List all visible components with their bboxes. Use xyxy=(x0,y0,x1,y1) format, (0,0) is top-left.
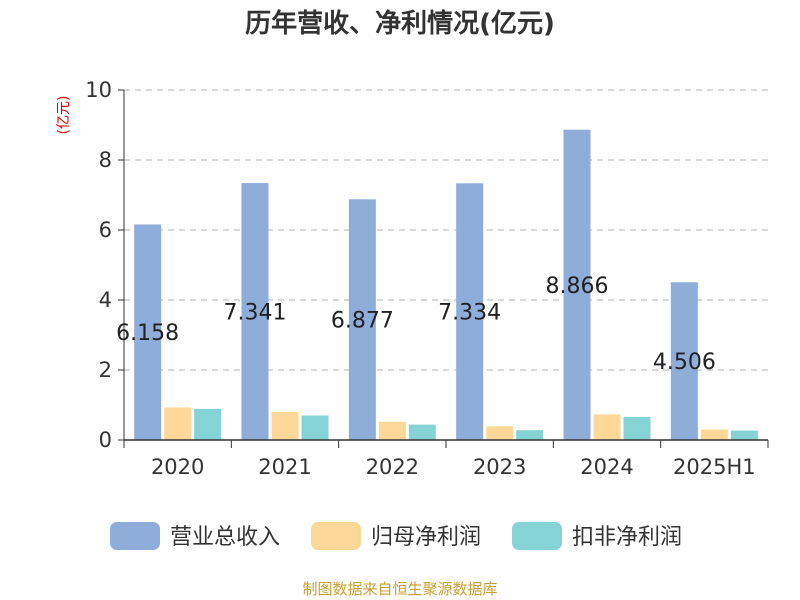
x-tick-label: 2022 xyxy=(366,455,419,479)
y-tick-label: 10 xyxy=(85,78,112,102)
bar-1 xyxy=(134,224,162,440)
bar-2 xyxy=(486,426,514,440)
bar-2 xyxy=(593,414,621,440)
data-label: 7.341 xyxy=(224,301,287,326)
bar-3 xyxy=(194,408,222,440)
grid-lines xyxy=(118,89,768,441)
bar-3 xyxy=(730,430,758,440)
x-tick-label: 2020 xyxy=(151,455,204,479)
bar-1 xyxy=(241,183,269,440)
data-label: 6.158 xyxy=(116,321,179,346)
bar-1 xyxy=(670,282,698,440)
bar-2 xyxy=(700,429,728,440)
data-label: 6.877 xyxy=(331,309,394,334)
bar-3 xyxy=(408,424,436,440)
bar-1 xyxy=(456,183,484,440)
y-tick-label: 6 xyxy=(99,218,112,242)
legend-swatch xyxy=(311,522,361,550)
bar-2 xyxy=(378,421,406,440)
y-tick-labels: 0 2 4 6 8 10 xyxy=(85,78,112,452)
legend-swatch xyxy=(110,522,160,550)
bar-2 xyxy=(164,407,192,440)
y-tick-label: 8 xyxy=(99,148,112,172)
x-tick-label: 2021 xyxy=(258,455,311,479)
bar-1 xyxy=(563,129,591,440)
y-axis-label: (亿元) xyxy=(56,96,72,135)
bar-3 xyxy=(301,415,329,440)
bars xyxy=(134,129,758,440)
x-tick-labels: 2020 2021 2022 2023 2024 2025H1 xyxy=(151,455,756,479)
legend-label: 营业总收入 xyxy=(170,525,280,550)
y-tick-label: 0 xyxy=(99,428,112,452)
data-label: 4.506 xyxy=(653,350,716,375)
bar-1 xyxy=(348,199,376,440)
bar-2 xyxy=(271,412,299,440)
bar-3 xyxy=(516,430,544,440)
legend-label: 归母净利润 xyxy=(371,525,481,550)
legend-swatch xyxy=(512,522,562,550)
data-label: 7.334 xyxy=(438,301,501,326)
source-note: 制图数据来自恒生聚源数据库 xyxy=(302,580,497,598)
x-tick-label: 2024 xyxy=(580,455,633,479)
data-label: 8.866 xyxy=(546,274,609,299)
legend: 营业总收入 归母净利润 扣非净利润 xyxy=(110,522,682,550)
y-tick-label: 2 xyxy=(99,358,112,382)
x-tick-label: 2023 xyxy=(473,455,526,479)
chart-title: 历年营收、净利情况(亿元) xyxy=(245,8,555,39)
x-axis xyxy=(123,90,769,448)
data-labels: 6.158 7.341 6.877 7.334 8.866 4.506 xyxy=(116,274,716,375)
bar-3 xyxy=(623,416,651,440)
x-tick-label: 2025H1 xyxy=(673,455,756,479)
y-tick-label: 4 xyxy=(99,288,112,312)
legend-label: 扣非净利润 xyxy=(572,525,682,550)
